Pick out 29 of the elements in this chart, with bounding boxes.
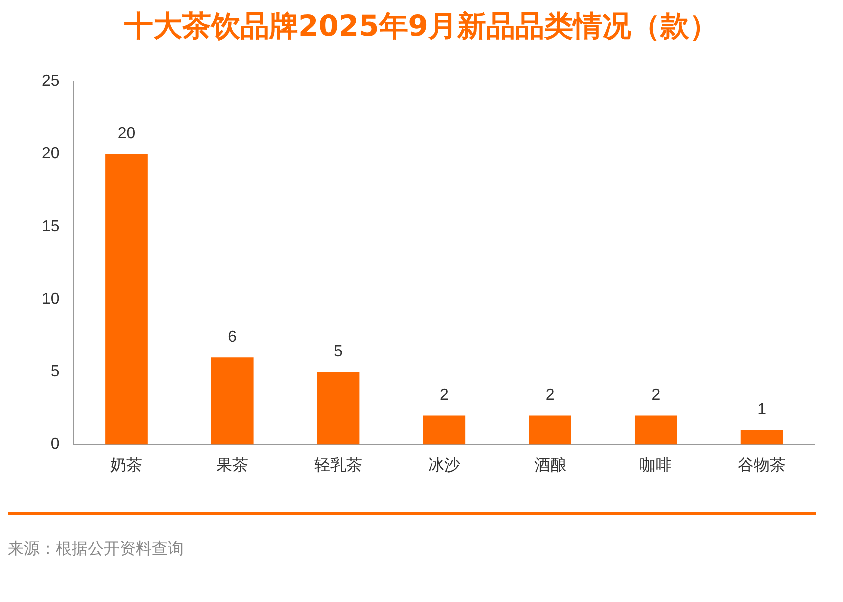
bar bbox=[211, 358, 254, 445]
bar bbox=[529, 416, 572, 445]
data-label: 5 bbox=[334, 344, 344, 361]
x-tick-label: 果茶 bbox=[216, 456, 249, 475]
data-label: 2 bbox=[652, 387, 661, 404]
x-tick-label: 冰沙 bbox=[428, 456, 460, 475]
bar bbox=[317, 372, 360, 445]
bar bbox=[106, 154, 148, 445]
data-label: 1 bbox=[758, 402, 767, 419]
y-tick-label: 0 bbox=[50, 436, 60, 454]
x-tick-label: 奶茶 bbox=[110, 456, 143, 475]
bar bbox=[423, 416, 466, 445]
chart-title: 十大茶饮品牌2025年9月新品品类情况（款） bbox=[124, 8, 720, 45]
x-tick-label: 咖啡 bbox=[640, 456, 672, 475]
x-tick-label: 轻乳茶 bbox=[314, 456, 363, 475]
data-label: 2 bbox=[440, 387, 449, 404]
bar bbox=[740, 430, 784, 445]
x-tick-label: 酒酿 bbox=[534, 456, 566, 475]
data-label: 6 bbox=[228, 329, 238, 346]
data-label: 2 bbox=[546, 387, 555, 404]
y-tick-label: 20 bbox=[42, 146, 60, 163]
y-tick-label: 25 bbox=[42, 73, 60, 90]
y-tick-label: 10 bbox=[42, 290, 60, 308]
bar bbox=[634, 416, 678, 445]
y-tick-label: 15 bbox=[42, 218, 60, 236]
data-label: 20 bbox=[118, 126, 136, 143]
x-tick-label: 谷物茶 bbox=[738, 456, 786, 475]
source-note: 来源：根据公开资料查询 bbox=[8, 539, 185, 560]
y-tick-label: 5 bbox=[50, 364, 60, 381]
